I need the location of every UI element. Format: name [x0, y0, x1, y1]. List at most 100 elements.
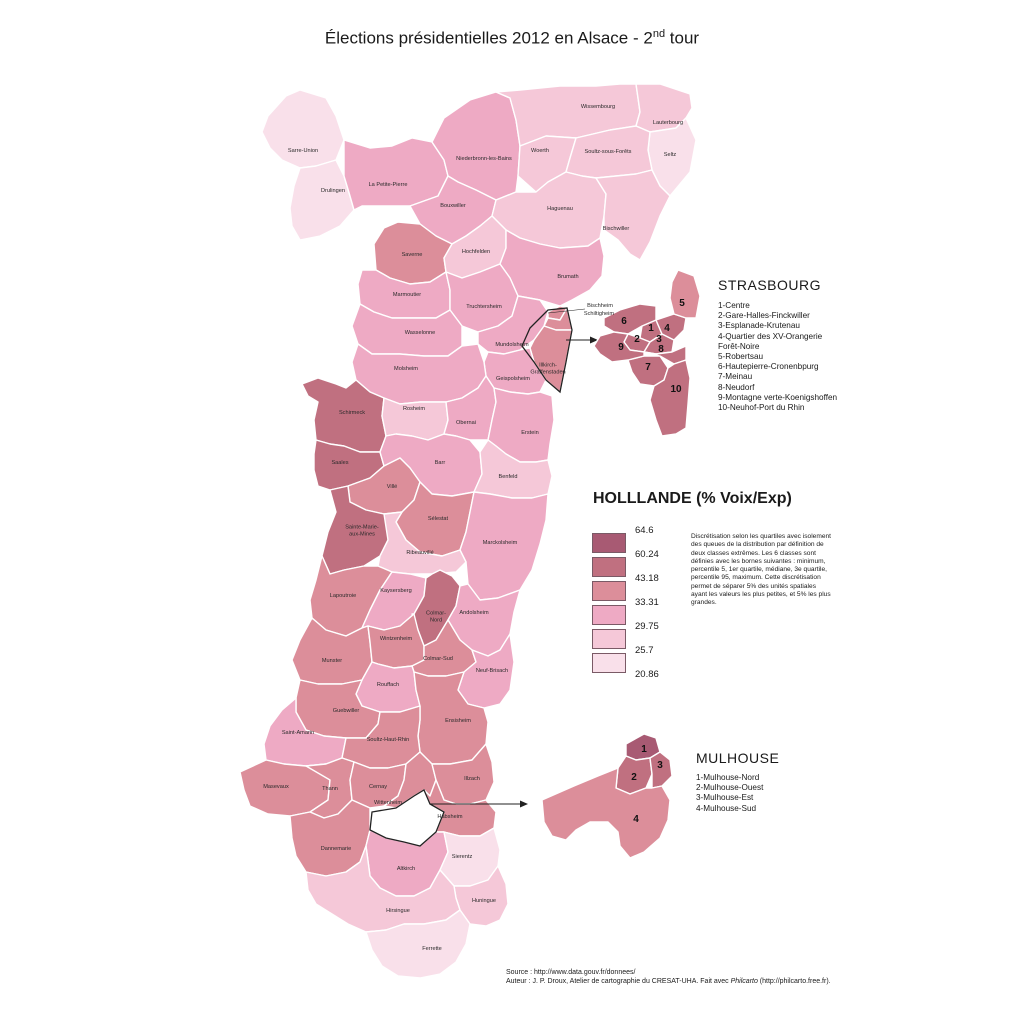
label-saverne: Saverne — [402, 252, 423, 258]
strasbourg-district-10 — [649, 359, 691, 437]
legend-break-3: 43.18 — [635, 573, 659, 584]
canton-sarre-union — [261, 89, 345, 169]
legend-note: Discrétisation selon les quartiles avec … — [691, 533, 831, 607]
label-lauterbourg: Lauterbourg — [653, 120, 683, 126]
strasbourg-list-item: 1-Centre — [718, 301, 750, 310]
strasbourg-title: STRASBOURG — [718, 277, 822, 293]
strasbourg-list-item: 8-Neudorf — [718, 382, 755, 392]
canton-hirsingue — [305, 845, 461, 933]
strasbourg-list-item: 2-Gare-Halles-Finckwiller — [718, 311, 810, 321]
strasbourg-district-9 — [593, 331, 645, 363]
label-bischwiller: Bischwiller — [603, 226, 630, 232]
mulhouse-list-item: 2-Mulhouse-Ouest — [696, 783, 764, 793]
label-masevaux: Masevaux — [263, 784, 289, 790]
bischheim-leader — [547, 308, 586, 314]
strasbourg-district-number-10: 10 — [670, 384, 682, 395]
legend-swatch-2 — [592, 557, 626, 577]
legend-break-7: 20.86 — [635, 669, 659, 680]
mulhouse-district-3 — [649, 751, 673, 789]
strasbourg-list-item: 5-Robertsau — [718, 352, 764, 362]
author-line: Auteur : J. P. Droux, Atelier de cartogr… — [506, 978, 831, 985]
bischheim-label: Bischheim — [587, 303, 613, 309]
label-woerth: Woerth — [531, 148, 549, 154]
label-bouxwiller: Bouxwiller — [440, 203, 466, 209]
mulhouse-district-number-4: 4 — [633, 814, 639, 825]
map-title: Élections présidentielles 2012 en Alsace… — [324, 28, 700, 48]
label-haguenau: Haguenau — [547, 206, 573, 212]
legend-break-4: 33.31 — [635, 597, 659, 608]
strasbourg-list-item: 3-Esplanade-Krutenau — [718, 321, 800, 331]
label-hirsingue: Hirsingue — [386, 908, 410, 914]
strasbourg-list-item: 7-Meinau — [718, 372, 753, 382]
strasbourg-list-item: 6-Hautepierre-Cronenbpurg — [718, 362, 819, 372]
legend-break-6: 25.7 — [635, 645, 654, 656]
mulhouse-list: 1-Mulhouse-Nord 2-Mulhouse-Ouest 3-Mulhous… — [696, 773, 763, 814]
strasbourg-district-number-6: 6 — [621, 316, 627, 327]
label-colmar-nord-2: Nord — [430, 618, 442, 624]
label-illkirch-graffenstaden-2: Graffenstaden — [530, 370, 565, 376]
label-geispolsheim: Geispolsheim — [496, 376, 530, 382]
legend-break-2: 60.24 — [635, 549, 659, 560]
legend-swatch-3 — [592, 581, 626, 601]
label-illzach: Illzach — [464, 776, 480, 782]
label-sarre-union: Sarre-Union — [288, 148, 318, 154]
label-barr: Barr — [435, 460, 446, 466]
source-line: Source : http://www.data.gouv.fr/donnees… — [506, 969, 636, 976]
label-ville: Villé — [387, 484, 397, 490]
label-drulingen: Drulingen — [321, 188, 345, 194]
legend-swatch-6 — [592, 653, 626, 673]
label-rouffach: Rouffach — [377, 682, 399, 688]
label-cernay: Cernay — [369, 784, 387, 790]
strasbourg-list-item: Forêt-Noire — [718, 341, 760, 351]
strasbourg-district-number-4: 4 — [664, 323, 670, 334]
mulhouse-title: MULHOUSE — [696, 750, 780, 766]
canton-ribeauville — [377, 511, 467, 575]
legend-title: HOLLLANDE (% Voix/Exp) — [593, 490, 792, 507]
label-niederbronn-les-bains: Niederbronn-les-Bains — [456, 156, 512, 162]
label-wintzenheim: Wintzenheim — [380, 636, 413, 642]
label-la-petite-pierre: La Petite-Pierre — [369, 182, 408, 188]
label-soultz-sous-forets: Soultz-sous-Forêts — [585, 149, 632, 155]
strasbourg-district-number-1: 1 — [648, 323, 654, 334]
label-wasselonne: Wasselonne — [405, 330, 436, 336]
legend-break-1: 64.6 — [635, 525, 654, 536]
strasbourg-outline — [521, 307, 573, 394]
label-dannemarie: Dannemarie — [321, 846, 351, 852]
strasbourg-list-item: 9-Montagne verte-Koenigshoffen — [718, 392, 838, 402]
label-habsheim: Habsheim — [437, 814, 463, 820]
label-wissembourg: Wissembourg — [581, 104, 615, 110]
label-erstein: Erstein — [521, 430, 538, 436]
legend-break-5: 29.75 — [635, 621, 659, 632]
label-sainte-marie-aux-mines-1: Sainte-Marie- — [345, 525, 379, 531]
legend-swatch-4 — [592, 605, 626, 625]
label-saint-amarin: Saint-Amarin — [282, 730, 314, 736]
mulhouse-district-number-1: 1 — [641, 744, 647, 755]
label-saales: Saales — [331, 460, 348, 466]
label-munster: Munster — [322, 658, 342, 664]
mulhouse-district-number-2: 2 — [631, 772, 637, 783]
label-seltz: Seltz — [664, 152, 677, 158]
source-credits: Source : http://www.data.gouv.fr/donnees… — [506, 968, 831, 986]
label-colmar-nord-1: Colmar- — [426, 611, 446, 617]
label-truchtersheim: Truchtersheim — [466, 304, 502, 310]
label-neuf-brisach: Neuf-Brisach — [476, 668, 508, 674]
label-molsheim: Molsheim — [394, 366, 418, 372]
label-huningue: Huningue — [472, 898, 496, 904]
strasbourg-list-item: 10-Neuhof-Port du Rhin — [718, 403, 805, 413]
label-colmar-sud: Colmar-Sud — [423, 656, 453, 662]
label-marmoutier: Marmoutier — [393, 292, 421, 298]
strasbourg-list-item: 4-Quartier des XV-Orangerie — [718, 331, 823, 341]
mulhouse-district-4 — [541, 767, 671, 859]
strasbourg-arrowhead — [590, 336, 598, 344]
label-marckolsheim: Marckolsheim — [483, 540, 518, 546]
label-illkirch-graffenstaden-1: Illkirch- — [539, 363, 557, 369]
canton-ferrette — [365, 909, 471, 979]
label-mundolsheim: Mundolsheim — [495, 342, 529, 348]
label-ferrette: Ferrette — [422, 946, 442, 952]
legend-swatch-5 — [592, 629, 626, 649]
mulhouse-district-number-3: 3 — [657, 760, 663, 771]
strasbourg-district-number-9: 9 — [618, 342, 624, 353]
label-lapoutroie: Lapoutroie — [330, 593, 356, 599]
label-kaysersberg: Kaysersberg — [380, 588, 411, 594]
